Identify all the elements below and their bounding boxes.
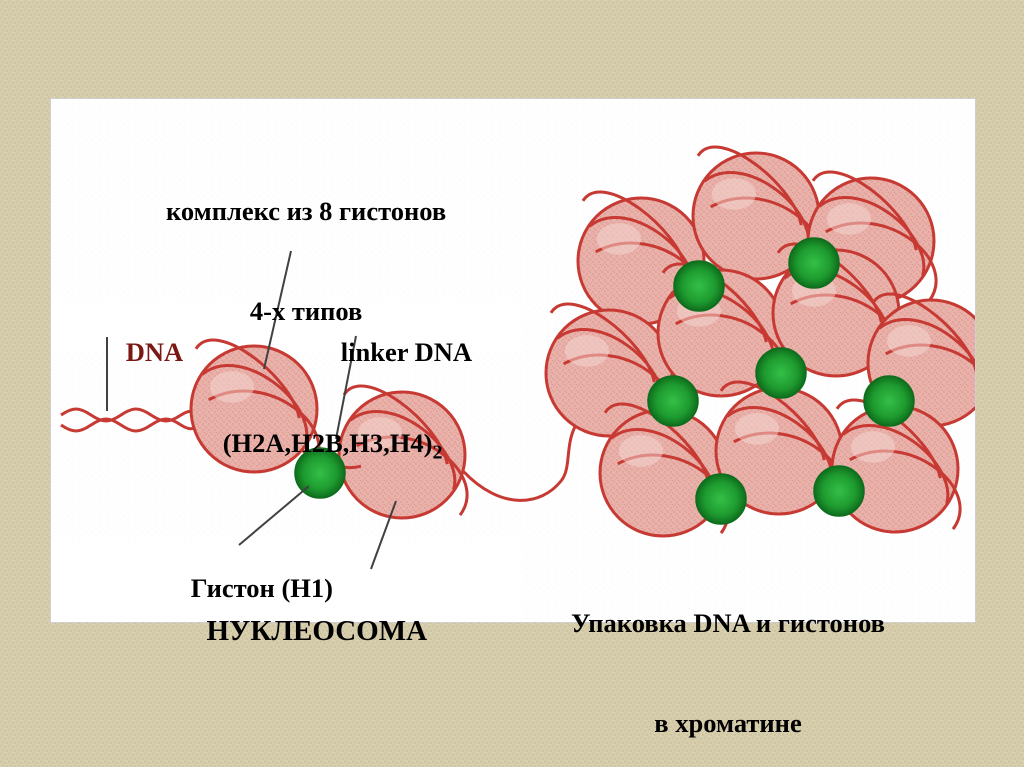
h1-cluster-1: [674, 261, 724, 311]
complex-line3: (H2A,H2B,H3,H4)2: [166, 394, 446, 499]
h1-cluster-3: [648, 376, 698, 426]
complex-line1: комплекс из 8 гистонов: [166, 195, 446, 228]
h1-cluster-4: [756, 348, 806, 398]
h1-cluster-2: [789, 238, 839, 288]
packing-label: Упаковка DNA и гистонов в хроматине: [571, 541, 885, 767]
linker-dna-label: linker DNA: [301, 303, 472, 402]
figure-panel: комплекс из 8 гистонов 4-х типов (H2A,H2…: [50, 98, 976, 623]
canvas-root: комплекс из 8 гистонов 4-х типов (H2A,H2…: [0, 0, 1024, 767]
h1-cluster-5: [864, 376, 914, 426]
nucleosome-label: НУКЛЕОСОМА: [163, 577, 427, 686]
dna-label: DNA: [86, 303, 183, 402]
h1-cluster-7: [814, 466, 864, 516]
h1-cluster-6: [696, 474, 746, 524]
